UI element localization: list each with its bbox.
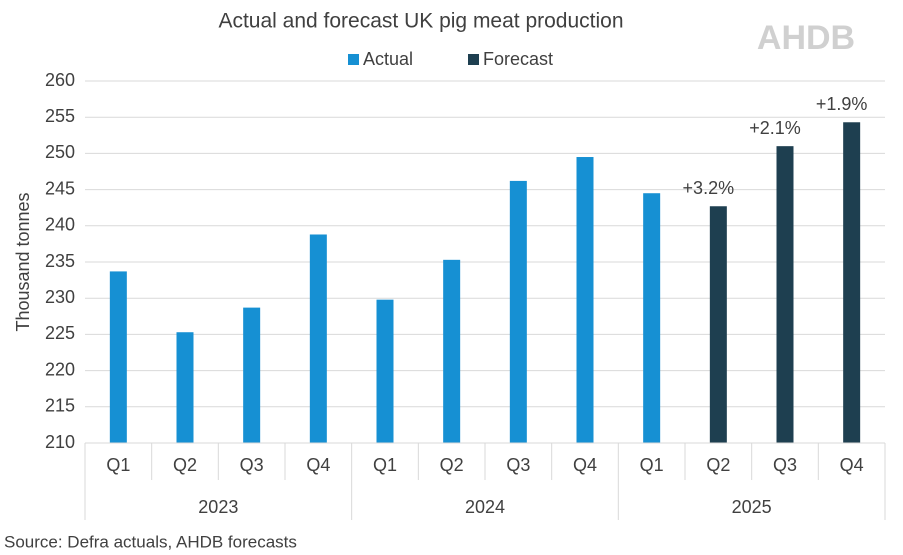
bar bbox=[176, 332, 194, 443]
bar bbox=[709, 206, 727, 443]
x-tick-label: Q1 bbox=[106, 455, 130, 475]
bar-annotation: +3.2% bbox=[683, 178, 735, 198]
x-tick-label: Q2 bbox=[706, 455, 730, 475]
y-tick-label: 250 bbox=[45, 142, 75, 162]
x-tick-label: Q3 bbox=[773, 455, 797, 475]
x-tick-label: Q2 bbox=[440, 455, 464, 475]
y-tick-label: 255 bbox=[45, 106, 75, 126]
y-tick-label: 220 bbox=[45, 359, 75, 379]
x-group-label: 2025 bbox=[732, 497, 772, 517]
y-tick-label: 225 bbox=[45, 323, 75, 343]
bar bbox=[576, 157, 594, 443]
x-group-label: 2023 bbox=[198, 497, 238, 517]
bar bbox=[643, 193, 661, 443]
x-tick-label: Q3 bbox=[506, 455, 530, 475]
logo: AHDB bbox=[757, 19, 855, 57]
bar bbox=[776, 146, 794, 443]
x-tick-label: Q1 bbox=[373, 455, 397, 475]
y-tick-label: 235 bbox=[45, 251, 75, 271]
bar bbox=[243, 307, 261, 443]
bar bbox=[309, 234, 327, 443]
y-tick-label: 240 bbox=[45, 215, 75, 235]
y-tick-label: 260 bbox=[45, 70, 75, 90]
bar bbox=[843, 122, 861, 443]
x-tick-label: Q4 bbox=[840, 455, 864, 475]
legend-label: Actual bbox=[363, 49, 413, 69]
legend-swatch bbox=[348, 54, 359, 65]
chart-title: Actual and forecast UK pig meat producti… bbox=[218, 10, 623, 33]
bar bbox=[509, 180, 527, 444]
x-tick-label: Q3 bbox=[240, 455, 264, 475]
y-tick-label: 245 bbox=[45, 178, 75, 198]
x-tick-label: Q1 bbox=[640, 455, 664, 475]
y-tick-label: 230 bbox=[45, 287, 75, 307]
legend-label: Forecast bbox=[483, 49, 553, 69]
y-tick-label: 210 bbox=[45, 432, 75, 452]
source-note: Source: Defra actuals, AHDB forecasts bbox=[4, 532, 297, 551]
legend-swatch bbox=[468, 54, 479, 65]
x-tick-label: Q2 bbox=[173, 455, 197, 475]
y-tick-label: 215 bbox=[45, 396, 75, 416]
x-tick-label: Q4 bbox=[573, 455, 597, 475]
bar bbox=[376, 299, 394, 443]
x-group-label: 2024 bbox=[465, 497, 505, 517]
x-tick-label: Q4 bbox=[306, 455, 330, 475]
bar bbox=[109, 271, 127, 443]
y-axis-label: Thousand tonnes bbox=[13, 192, 33, 331]
bar bbox=[443, 259, 461, 443]
bar-annotation: +1.9% bbox=[816, 94, 868, 114]
bar-annotation: +2.1% bbox=[749, 118, 801, 138]
